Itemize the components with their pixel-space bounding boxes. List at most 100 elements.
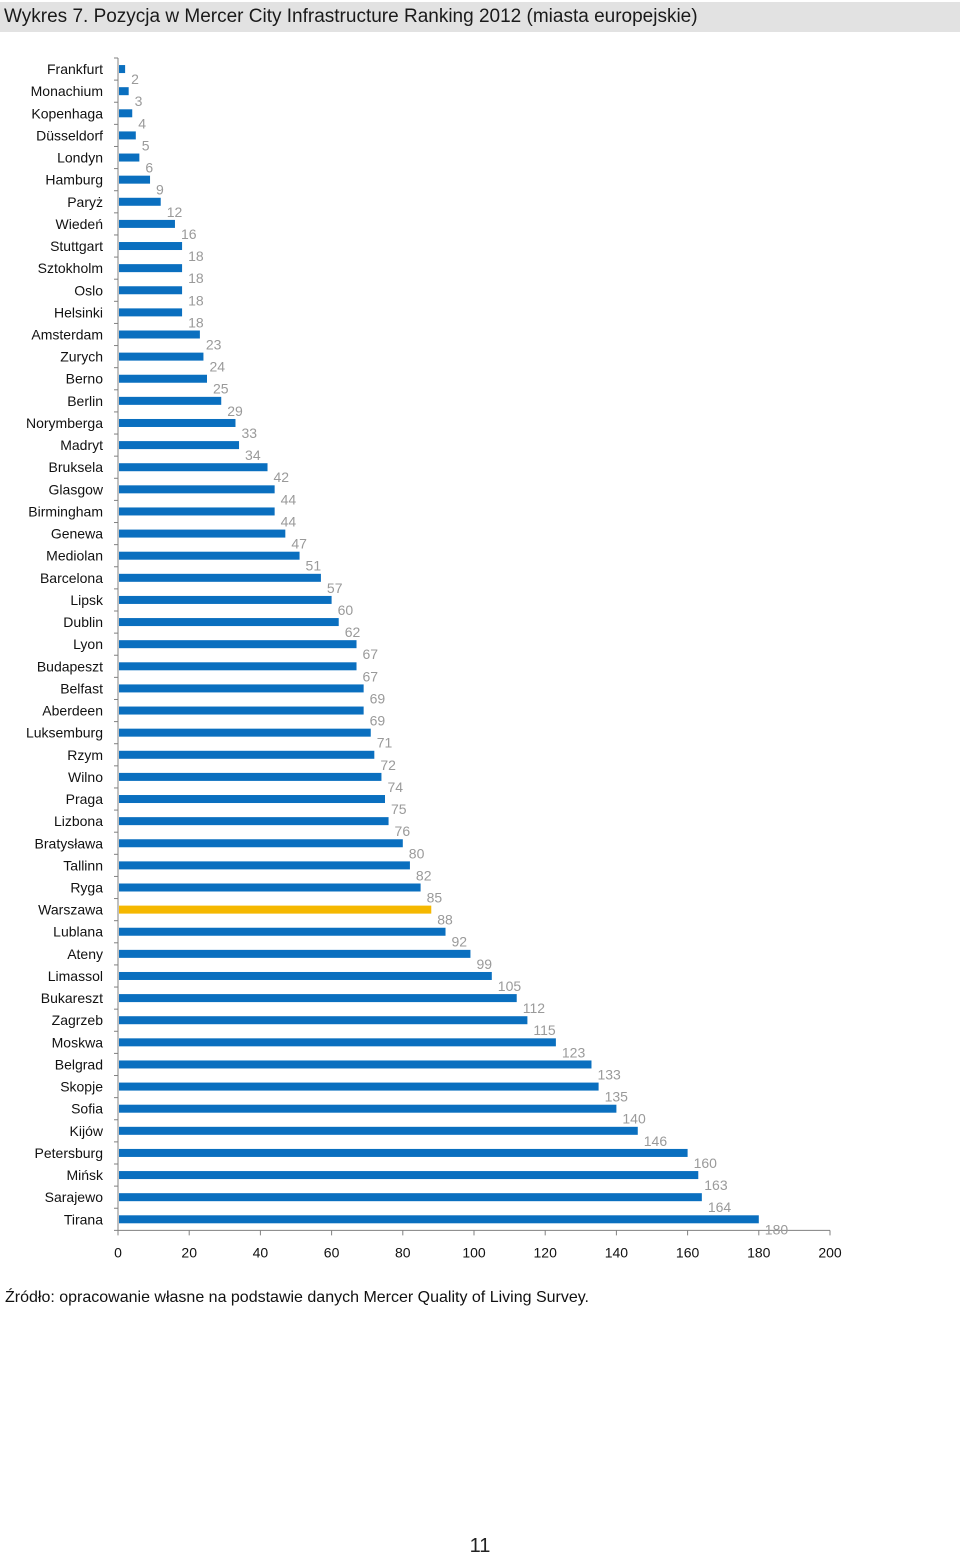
data-label: 72 xyxy=(380,757,396,773)
category-label: Tirana xyxy=(64,1211,103,1227)
data-label: 44 xyxy=(281,513,297,529)
data-label: 2 xyxy=(131,71,139,87)
category-label: Amsterdam xyxy=(31,327,103,343)
data-label: 112 xyxy=(523,1000,546,1016)
bar xyxy=(119,529,286,538)
category-label: Rzym xyxy=(67,747,103,763)
category-label: Frankfurt xyxy=(47,61,103,77)
bar xyxy=(119,994,517,1003)
category-label: Budapeszt xyxy=(37,658,103,674)
bar xyxy=(119,772,382,781)
bar xyxy=(119,1148,688,1157)
bar xyxy=(119,795,385,804)
data-label: 6 xyxy=(145,160,153,176)
bar xyxy=(119,949,471,958)
data-label: 135 xyxy=(605,1089,629,1105)
category-label: Wilno xyxy=(68,769,103,785)
source-note: Źródło: opracowanie własne na podstawie … xyxy=(5,1289,589,1306)
bar xyxy=(119,65,126,74)
x-tick-label: 160 xyxy=(676,1244,700,1260)
data-label: 123 xyxy=(562,1044,586,1060)
data-label: 3 xyxy=(135,93,143,109)
bar xyxy=(119,905,432,914)
bar xyxy=(119,573,321,582)
category-label: Genewa xyxy=(51,526,103,542)
data-label: 140 xyxy=(622,1111,646,1127)
bar xyxy=(119,1215,759,1224)
bar xyxy=(119,374,207,383)
data-label: 67 xyxy=(363,668,379,684)
data-label: 74 xyxy=(387,779,403,795)
bar xyxy=(119,595,332,604)
data-label: 80 xyxy=(409,845,425,861)
bar xyxy=(119,927,446,936)
bar xyxy=(119,131,136,140)
category-label: Belgrad xyxy=(55,1056,103,1072)
category-label: Mińsk xyxy=(66,1167,104,1183)
bar xyxy=(119,175,151,184)
category-label: Norymberga xyxy=(26,415,103,431)
bar xyxy=(119,662,357,671)
category-label: Dublin xyxy=(63,614,103,630)
bar xyxy=(119,684,364,693)
category-label: Birmingham xyxy=(28,503,103,519)
data-label: 33 xyxy=(241,425,257,441)
category-label: Petersburg xyxy=(35,1145,103,1161)
data-label: 69 xyxy=(370,713,386,729)
category-label: Lipsk xyxy=(70,592,104,608)
data-label: 12 xyxy=(167,204,183,220)
x-tick-label: 140 xyxy=(605,1244,629,1260)
bar xyxy=(119,485,275,494)
category-label: Sarajewo xyxy=(45,1189,104,1205)
data-label: 16 xyxy=(181,226,197,242)
category-label: Oslo xyxy=(74,282,103,298)
category-label: Zagrzeb xyxy=(52,1012,104,1028)
category-label: Paryż xyxy=(67,194,103,210)
data-label: 160 xyxy=(694,1155,718,1171)
category-label: Zurych xyxy=(60,349,103,365)
data-label: 163 xyxy=(704,1177,728,1193)
category-label: Moskwa xyxy=(52,1034,104,1050)
category-label: Kopenhaga xyxy=(31,105,103,121)
bar xyxy=(119,1060,592,1069)
bar xyxy=(119,1082,599,1091)
category-label: Glasgow xyxy=(49,481,104,497)
bar xyxy=(119,1126,638,1135)
data-label: 23 xyxy=(206,337,222,353)
bar xyxy=(119,286,183,295)
category-label: Berlin xyxy=(67,393,103,409)
data-label: 57 xyxy=(327,580,343,596)
category-label: Düsseldorf xyxy=(36,127,103,143)
x-tick-label: 60 xyxy=(324,1244,340,1260)
bar xyxy=(119,507,275,516)
bar xyxy=(119,463,268,472)
data-label: 24 xyxy=(209,359,225,375)
x-tick-label: 100 xyxy=(462,1244,486,1260)
bar xyxy=(119,618,339,627)
x-tick-label: 20 xyxy=(181,1244,197,1260)
data-label: 164 xyxy=(708,1199,732,1215)
bar xyxy=(119,1171,699,1180)
category-label: Bruksela xyxy=(49,459,104,475)
x-tick-label: 200 xyxy=(818,1244,842,1260)
category-label: Aberdeen xyxy=(42,703,103,719)
bar xyxy=(119,1016,528,1025)
bar xyxy=(119,706,364,715)
data-label: 82 xyxy=(416,867,432,883)
bar xyxy=(119,418,236,427)
data-label: 18 xyxy=(188,248,204,264)
data-label: 62 xyxy=(345,624,361,640)
data-label: 9 xyxy=(156,182,164,198)
category-label: Wiedeń xyxy=(56,216,103,232)
x-tick-label: 180 xyxy=(747,1244,771,1260)
data-label: 99 xyxy=(476,956,492,972)
bar xyxy=(119,441,240,450)
data-label: 69 xyxy=(370,690,386,706)
data-label: 44 xyxy=(281,491,297,507)
bar xyxy=(119,971,492,980)
category-label: Ateny xyxy=(67,946,103,962)
data-label: 67 xyxy=(363,646,379,662)
bar xyxy=(119,330,200,339)
bar xyxy=(119,242,183,251)
category-label: Monachium xyxy=(31,83,103,99)
